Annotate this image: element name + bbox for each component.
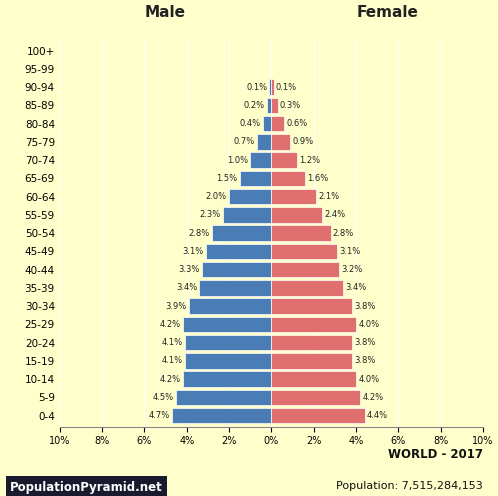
Text: 1.6%: 1.6% bbox=[307, 174, 329, 183]
Text: 3.9%: 3.9% bbox=[165, 302, 187, 310]
Text: 2.1%: 2.1% bbox=[318, 192, 339, 201]
Bar bbox=[271, 316, 356, 332]
Bar bbox=[199, 280, 271, 296]
Text: 1.5%: 1.5% bbox=[217, 174, 238, 183]
Text: 3.8%: 3.8% bbox=[354, 356, 375, 366]
Bar bbox=[271, 189, 316, 204]
Text: 3.8%: 3.8% bbox=[354, 302, 375, 310]
Bar bbox=[271, 335, 352, 350]
Bar bbox=[223, 207, 271, 223]
Bar bbox=[271, 353, 352, 369]
Bar bbox=[202, 262, 271, 277]
Bar bbox=[185, 353, 271, 369]
Bar bbox=[271, 79, 273, 95]
Text: Female: Female bbox=[357, 4, 419, 20]
Bar bbox=[269, 79, 271, 95]
Text: 3.2%: 3.2% bbox=[341, 265, 363, 274]
Bar bbox=[182, 316, 271, 332]
Bar bbox=[271, 171, 305, 186]
Text: 3.3%: 3.3% bbox=[178, 265, 199, 274]
Bar bbox=[271, 280, 344, 296]
Bar bbox=[185, 335, 271, 350]
Bar bbox=[182, 372, 271, 387]
Text: Population: 7,515,284,153: Population: 7,515,284,153 bbox=[336, 481, 483, 491]
Text: 3.4%: 3.4% bbox=[346, 283, 367, 292]
Text: 0.1%: 0.1% bbox=[276, 83, 297, 92]
Text: 0.7%: 0.7% bbox=[233, 137, 254, 146]
Bar bbox=[271, 372, 356, 387]
Bar bbox=[263, 116, 271, 131]
Text: Male: Male bbox=[145, 4, 186, 20]
Text: 0.1%: 0.1% bbox=[246, 83, 267, 92]
Text: 4.7%: 4.7% bbox=[148, 411, 170, 420]
Bar bbox=[271, 244, 337, 259]
Text: 2.8%: 2.8% bbox=[189, 229, 210, 238]
Bar bbox=[240, 171, 271, 186]
Text: 4.5%: 4.5% bbox=[153, 393, 174, 402]
Bar bbox=[212, 225, 271, 241]
Text: PopulationPyramid.net: PopulationPyramid.net bbox=[10, 481, 163, 494]
Text: 4.2%: 4.2% bbox=[159, 374, 180, 383]
Bar bbox=[172, 408, 271, 424]
Bar bbox=[271, 408, 365, 424]
Text: 3.8%: 3.8% bbox=[354, 338, 375, 347]
Bar bbox=[271, 152, 297, 168]
Bar bbox=[271, 207, 322, 223]
Text: 4.2%: 4.2% bbox=[159, 320, 180, 329]
Bar bbox=[250, 152, 271, 168]
Text: 2.0%: 2.0% bbox=[206, 192, 227, 201]
Text: 0.9%: 0.9% bbox=[293, 137, 314, 146]
Text: 4.4%: 4.4% bbox=[367, 411, 388, 420]
Text: 2.8%: 2.8% bbox=[333, 229, 354, 238]
Bar bbox=[267, 98, 271, 113]
Bar bbox=[206, 244, 271, 259]
Text: 2.4%: 2.4% bbox=[324, 210, 346, 219]
Bar bbox=[271, 116, 284, 131]
Text: 0.2%: 0.2% bbox=[244, 101, 265, 110]
Text: 2.3%: 2.3% bbox=[199, 210, 221, 219]
Text: 3.1%: 3.1% bbox=[182, 247, 204, 256]
Text: 0.4%: 0.4% bbox=[240, 119, 261, 128]
Bar bbox=[229, 189, 271, 204]
Text: 4.1%: 4.1% bbox=[161, 356, 182, 366]
Text: 0.3%: 0.3% bbox=[280, 101, 301, 110]
Bar bbox=[189, 299, 271, 314]
Text: 4.0%: 4.0% bbox=[358, 374, 379, 383]
Text: 4.2%: 4.2% bbox=[363, 393, 383, 402]
Bar bbox=[271, 299, 352, 314]
Bar bbox=[256, 134, 271, 150]
Bar bbox=[271, 225, 331, 241]
Text: 1.0%: 1.0% bbox=[227, 156, 248, 165]
Text: 4.1%: 4.1% bbox=[161, 338, 182, 347]
Text: 4.0%: 4.0% bbox=[358, 320, 379, 329]
Text: 0.6%: 0.6% bbox=[286, 119, 307, 128]
Text: WORLD - 2017: WORLD - 2017 bbox=[388, 448, 483, 461]
Bar bbox=[271, 262, 339, 277]
Text: 3.1%: 3.1% bbox=[339, 247, 361, 256]
Text: 3.4%: 3.4% bbox=[176, 283, 197, 292]
Bar bbox=[271, 134, 290, 150]
Text: 1.2%: 1.2% bbox=[299, 156, 320, 165]
Bar bbox=[271, 98, 278, 113]
Bar bbox=[271, 389, 361, 405]
Bar bbox=[176, 389, 271, 405]
